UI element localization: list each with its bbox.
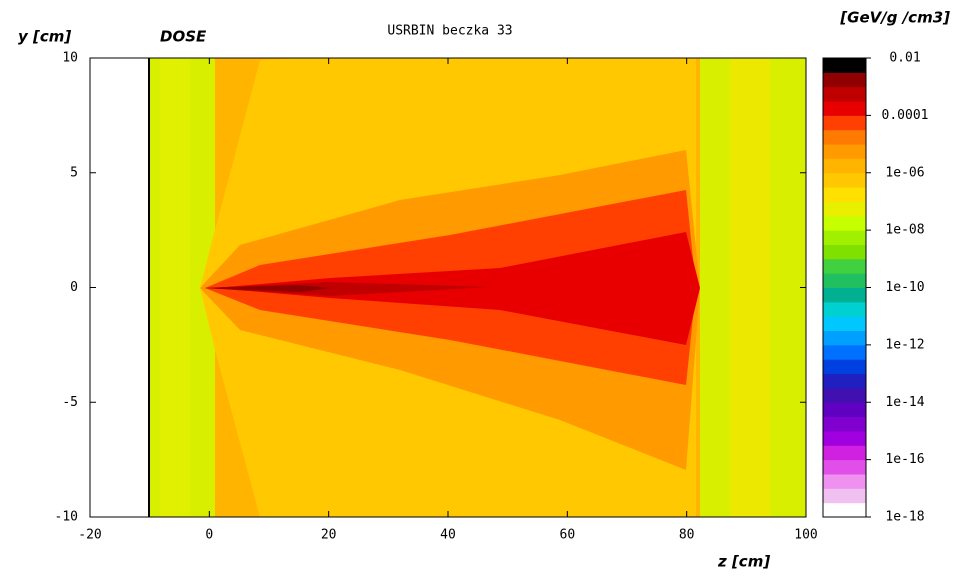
colorbar-band [823, 316, 866, 332]
y-axis-label: y [cm] [18, 28, 71, 46]
x-tick-label: 0 [205, 528, 213, 543]
y-tick-label: -5 [62, 395, 78, 410]
x-tick-label: -20 [78, 528, 101, 543]
colorbar-tick-label: 1e-14 [885, 395, 924, 410]
x-axis-label: z [cm] [717, 553, 770, 571]
colorbar-band [823, 101, 866, 116]
x-tick-label: 40 [440, 528, 456, 543]
colorbar-band [823, 502, 866, 518]
colorbar-band [823, 359, 866, 375]
colorbar-band [823, 416, 866, 432]
colorbar-tick-label: 1e-06 [885, 165, 924, 180]
chart-title: USRBIN beczka 33 [387, 24, 512, 39]
colorbar-tick-label: 1e-16 [885, 452, 924, 467]
x-tick-label: 20 [321, 528, 337, 543]
y-tick-label: 10 [62, 51, 78, 66]
colorbar-band [823, 187, 866, 202]
colorbar-band [823, 258, 866, 274]
x-tick-label: 80 [679, 528, 695, 543]
colorbar-band [823, 273, 866, 288]
colorbar-band [823, 244, 866, 260]
colorbar-band [823, 144, 866, 159]
colorbar-band [823, 488, 866, 504]
colorbar-band [823, 373, 866, 389]
colorbar-band [823, 129, 866, 145]
colorbar-band [823, 215, 866, 231]
colorbar-band [823, 172, 866, 188]
colorbar-band [823, 301, 866, 317]
colorbar-band [823, 445, 866, 461]
colorbar-band [823, 344, 866, 360]
colorbar-band [823, 201, 866, 217]
colorbar-band [823, 459, 866, 475]
colorbar-band [823, 402, 866, 418]
x-tick-label: 60 [560, 528, 576, 543]
colorbar-band [823, 330, 866, 346]
colorbar-band [823, 158, 866, 174]
y-tick-label: -10 [55, 510, 78, 525]
colorbar-band [823, 430, 866, 446]
colorbar-band [823, 287, 866, 303]
colorbar-band [823, 72, 866, 88]
colorbar-band [823, 58, 866, 73]
colorbar-tick-label: 1e-12 [885, 337, 924, 352]
colorbar-tick-label: 1e-18 [885, 510, 924, 525]
colorbar-band [823, 230, 866, 245]
quantity: DOSE [160, 28, 207, 46]
colorbar-band [823, 86, 866, 102]
colorbar-band [823, 473, 866, 489]
y-tick-label: 5 [70, 165, 78, 180]
heatmap [149, 58, 806, 517]
colorbar-band [823, 115, 866, 131]
colorbar-band [823, 387, 866, 403]
y-tick-label: 0 [70, 280, 78, 295]
colorbar-tick-label: 0.0001 [882, 108, 929, 123]
colorbar-tick-label: 0.01 [889, 51, 920, 66]
colorbar-tick-label: 1e-10 [885, 280, 924, 295]
x-tick-label: 100 [794, 528, 817, 543]
colorbar-label: [GeV/g /cm3] [839, 9, 950, 27]
colorbar-tick-label: 1e-08 [885, 223, 924, 238]
